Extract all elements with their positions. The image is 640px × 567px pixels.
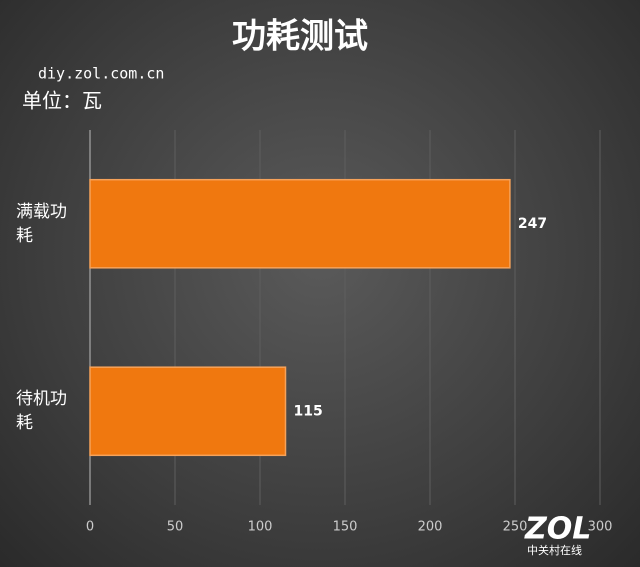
x-tick-label: 100 <box>248 520 273 535</box>
bar <box>89 178 511 269</box>
x-tick-label: 0 <box>86 520 94 535</box>
x-tick-label: 150 <box>333 520 358 535</box>
unit-label: 单位：瓦 <box>22 89 102 113</box>
chart-title: 功耗测试 <box>232 17 368 57</box>
category-label: 待机功耗 <box>16 389 67 434</box>
x-tick-label: 300 <box>588 520 613 535</box>
value-label: 115 <box>294 403 323 419</box>
watermark-logo: ZOL <box>524 512 591 547</box>
category-label: 满载功耗 <box>16 201 67 246</box>
subtitle: diy.zol.com.cn <box>38 65 164 83</box>
bar <box>89 366 287 457</box>
x-tick-label: 50 <box>167 520 184 535</box>
x-tick-label: 200 <box>418 520 443 535</box>
watermark-text: 中关村在线 <box>527 543 582 557</box>
x-tick-label: 250 <box>503 520 528 535</box>
value-label: 247 <box>518 216 547 232</box>
